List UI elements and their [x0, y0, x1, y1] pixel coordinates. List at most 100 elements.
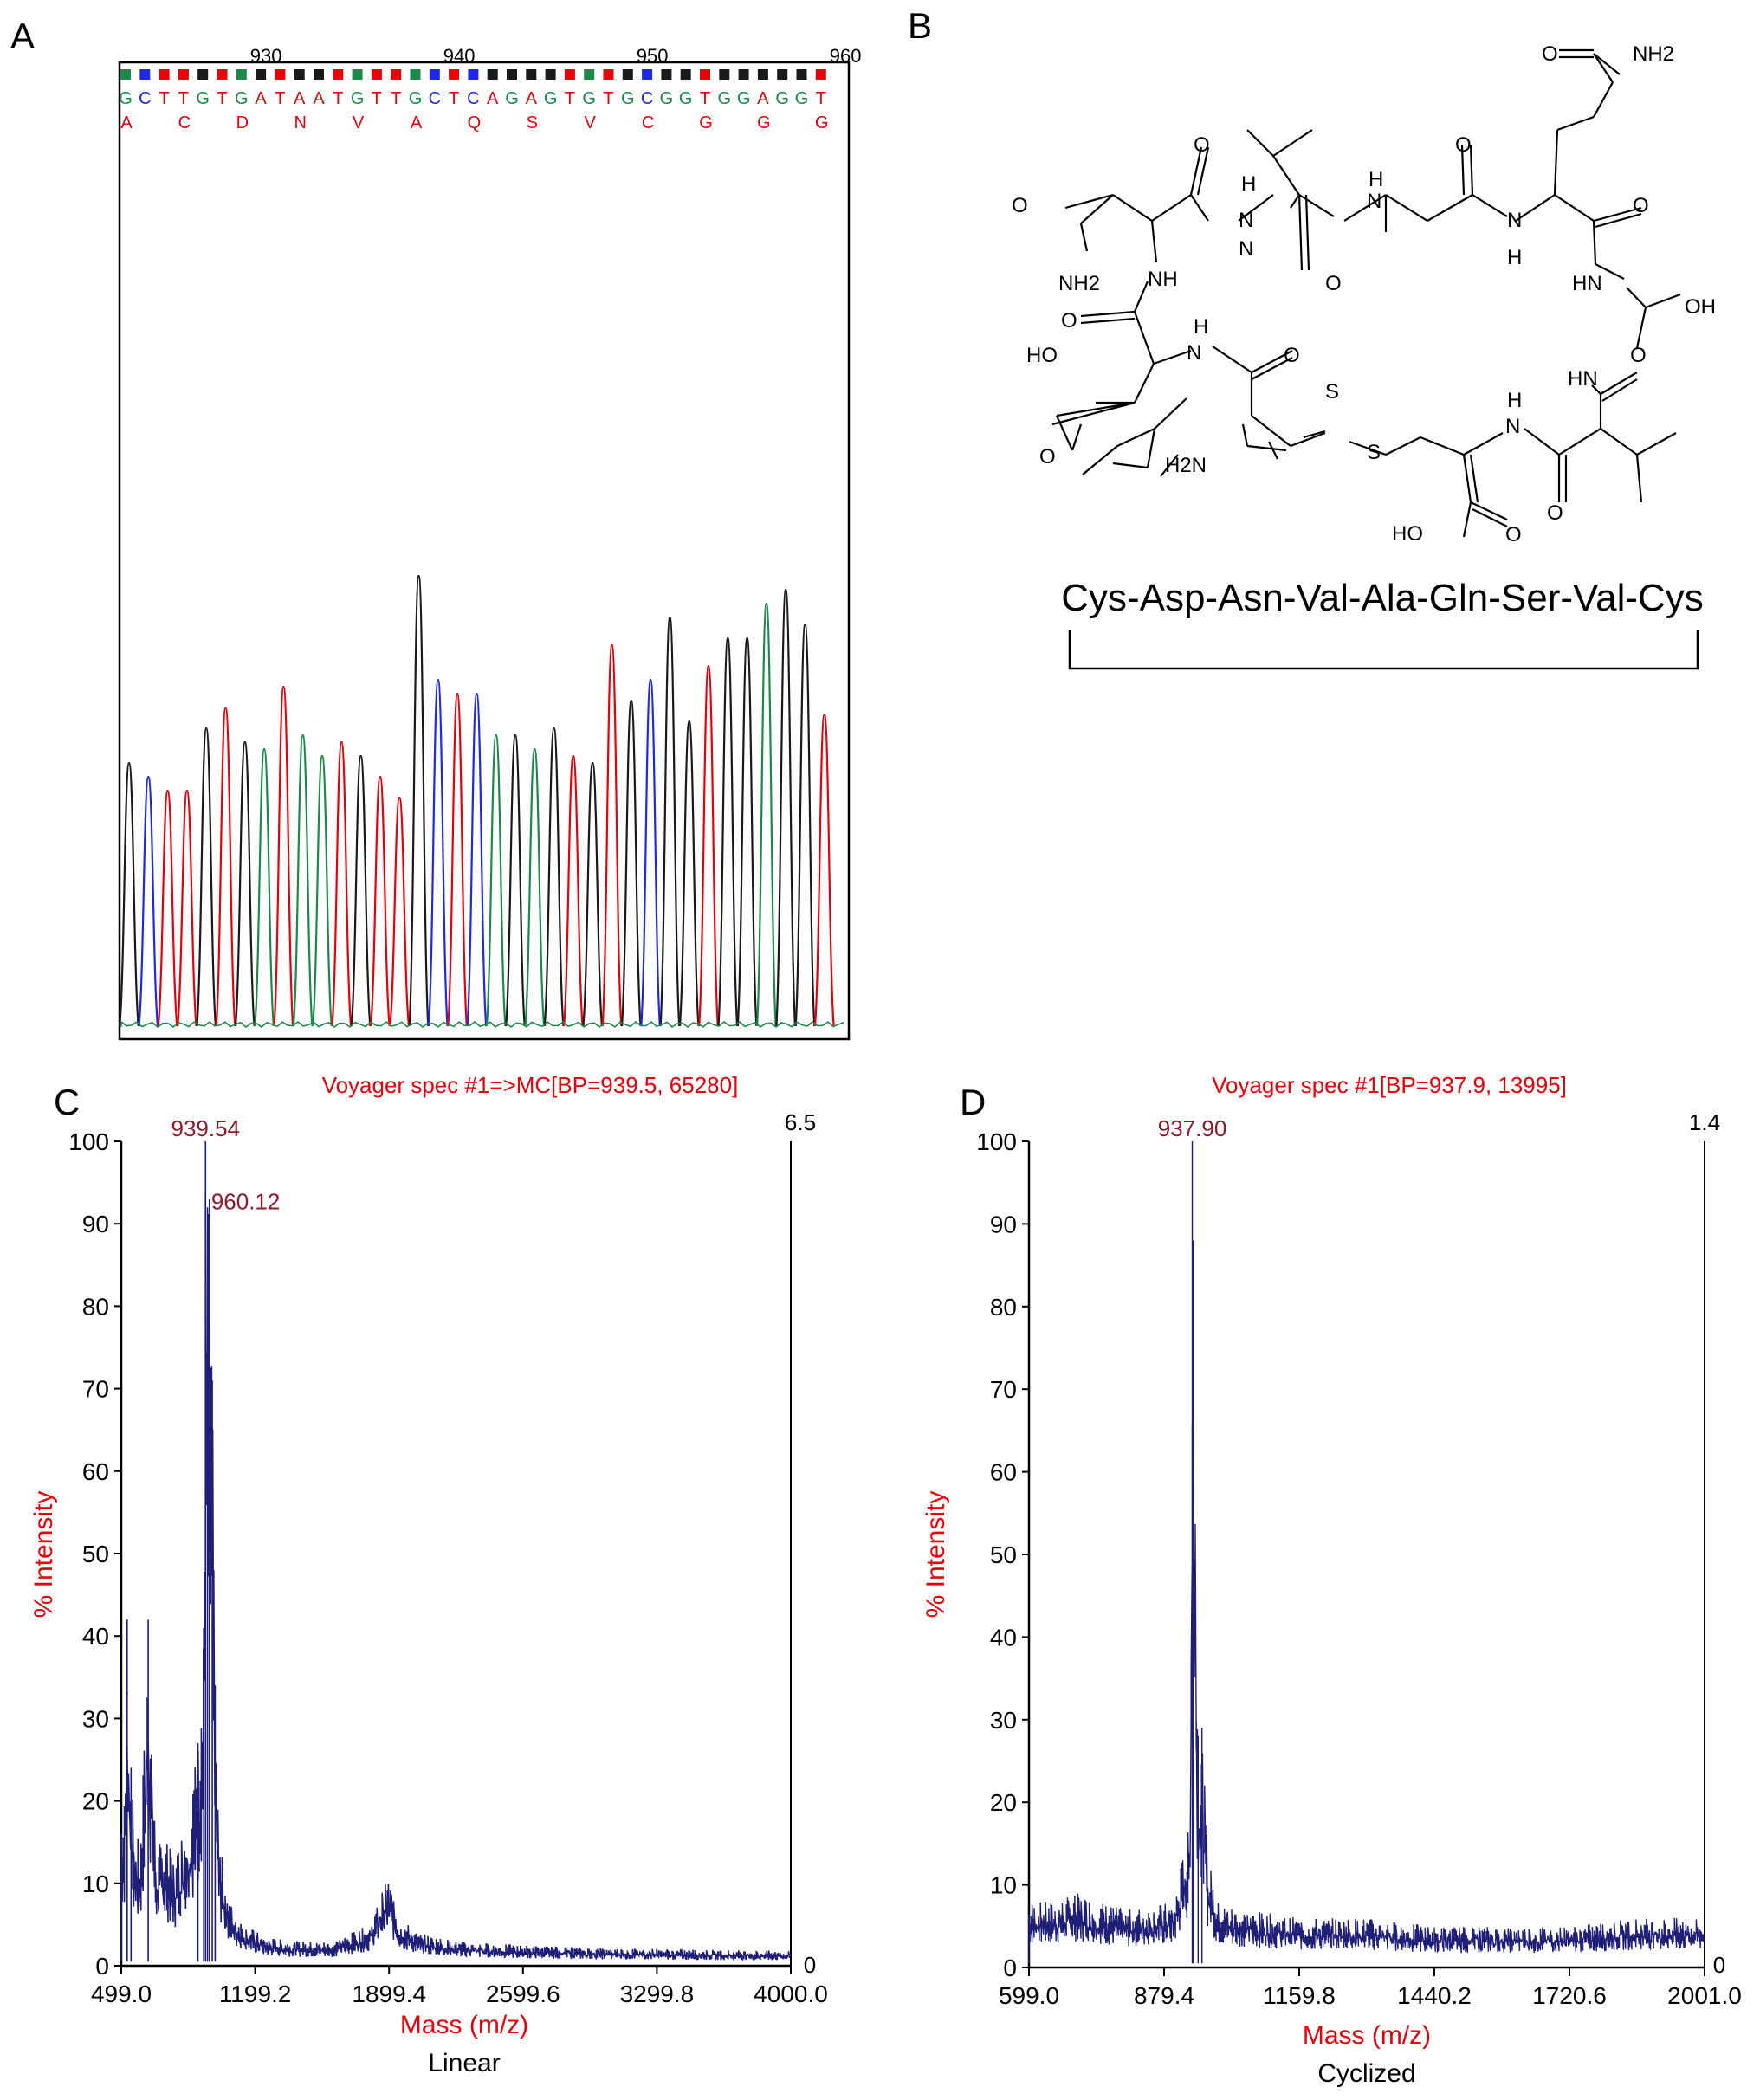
amino-acid: V [353, 113, 365, 132]
x-tick-label: 1899.4 [352, 1980, 426, 2007]
base-square [314, 69, 324, 80]
base-square [642, 69, 653, 80]
chromatogram-peak [273, 685, 294, 1027]
y-tick-label: 60 [990, 1459, 1017, 1486]
position-tick: 940 [443, 45, 476, 67]
atom-o10: O [1039, 445, 1056, 468]
chromatogram-peak [620, 699, 642, 1027]
panel-label-b: B [908, 5, 932, 46]
chromatogram-peak [215, 706, 236, 1027]
base-call: G [196, 89, 210, 108]
chromatogram-peak [177, 789, 197, 1027]
base-call: T [391, 89, 401, 108]
x-tick-label: 1199.2 [219, 1980, 292, 2007]
base-call: T [159, 89, 169, 108]
x-tick-label: 1159.8 [1263, 1982, 1336, 2009]
atom-n-d2: N [1505, 415, 1520, 438]
chromatogram-peak [813, 713, 835, 1027]
atom-n-d: N [1507, 209, 1522, 232]
chromatogram-peak [447, 692, 468, 1027]
mass-spectrum-cyclized: Voyager spec #1[BP=937.9, 13995] 1.4 0 0… [922, 1072, 1742, 2088]
x-tick-label: 2599.6 [486, 1980, 560, 2007]
y-tick-label: 100 [68, 1128, 109, 1155]
amino-acid: Q [468, 113, 482, 132]
base-call: G [660, 89, 674, 108]
atom-s1: S [1325, 380, 1339, 404]
atom-o5: O [1633, 194, 1649, 217]
y-tick-label: 40 [82, 1623, 109, 1650]
spectrum-c-peak-label-939: 939.54 [171, 1115, 241, 1141]
base-call: C [467, 89, 479, 108]
base-square [256, 69, 267, 80]
disulfide-bracket [1068, 630, 1699, 670]
chromatogram-peak [157, 789, 178, 1027]
chromatogram-peak [543, 727, 565, 1027]
spectrum-d-subtitle: Cyclized [1317, 2059, 1415, 2088]
base-square [236, 69, 247, 80]
y-tick-label: 10 [82, 1871, 109, 1897]
y-tick-label: 0 [1003, 1955, 1017, 1981]
base-call: T [178, 89, 189, 108]
chromatogram-peak [254, 747, 275, 1027]
amino-acid: C [178, 113, 191, 132]
base-square [391, 69, 402, 80]
y-tick-label: 0 [95, 1953, 109, 1980]
panel-label-a: A [10, 16, 35, 56]
base-call: C [139, 89, 151, 108]
amino-acid: A [120, 113, 133, 132]
base-square [371, 69, 382, 80]
chromatogram-peak [563, 754, 584, 1027]
y-tick-label: 30 [990, 1707, 1017, 1734]
base-call: A [255, 89, 267, 108]
atom-n-e: N [1187, 341, 1201, 365]
atom-o1: O [1542, 42, 1558, 66]
chromatogram-peak [717, 636, 739, 1027]
spectrum-c-right-bottom: 0 [804, 1952, 816, 1978]
chromatogram-peak [119, 761, 139, 1027]
y-tick-label: 20 [990, 1789, 1017, 1816]
base-call: G [544, 89, 558, 108]
chromatogram-peak [659, 616, 681, 1027]
base-square [120, 69, 131, 80]
baseline-noise [120, 1020, 844, 1029]
atom-s2: S [1367, 441, 1381, 464]
spectrum-d-y-ticks: 0 10 20 30 40 50 60 70 80 90 100 [976, 1128, 1029, 1981]
atom-o4: O [1012, 194, 1028, 217]
base-call: G [718, 89, 732, 108]
y-tick-label: 80 [990, 1294, 1017, 1321]
chromatogram-peak [678, 720, 700, 1027]
atom-ho1: HO [1026, 344, 1058, 367]
chromatogram-peak [138, 775, 159, 1027]
chromatogram-peak [331, 740, 353, 1027]
base-square [719, 69, 730, 80]
chromatogram-peak [582, 761, 604, 1027]
chromatogram-peak [794, 623, 816, 1027]
base-square [796, 69, 807, 80]
amino-acid: G [815, 113, 829, 132]
atom-n-c: N [1367, 190, 1381, 213]
base-quality-squares [120, 69, 826, 80]
base-square [217, 69, 228, 80]
base-call: G [119, 89, 133, 108]
base-square [410, 69, 421, 80]
atom-nh2-left: NH2 [1058, 272, 1100, 295]
atom-hn-a: HN [1572, 272, 1602, 295]
y-tick-label: 40 [990, 1624, 1017, 1651]
y-tick-label: 50 [990, 1541, 1017, 1568]
chromatogram-peak [408, 574, 430, 1027]
base-square [197, 69, 209, 80]
base-square [777, 69, 788, 80]
amino-acid: G [757, 113, 771, 132]
x-tick-label: 1720.6 [1532, 1982, 1607, 2009]
atom-h2n: H2N [1165, 454, 1207, 477]
chromatogram-peak [601, 643, 623, 1027]
base-call: G [795, 89, 809, 108]
chromatogram-peak [466, 692, 488, 1027]
base-square [757, 69, 768, 80]
base-square [507, 69, 517, 80]
base-call: A [313, 89, 325, 108]
base-square [429, 69, 440, 80]
